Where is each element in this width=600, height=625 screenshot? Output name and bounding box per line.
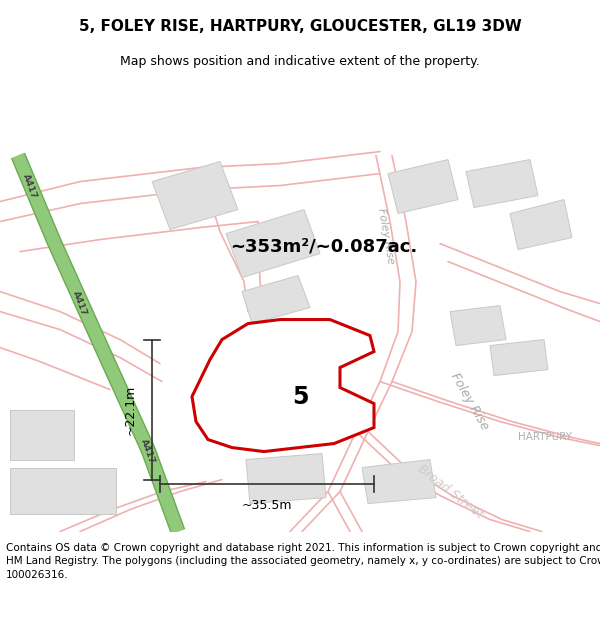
Polygon shape: [192, 319, 374, 451]
Polygon shape: [226, 209, 320, 278]
Polygon shape: [490, 339, 548, 376]
Polygon shape: [10, 468, 116, 514]
Polygon shape: [450, 306, 506, 346]
Text: Contains OS data © Crown copyright and database right 2021. This information is : Contains OS data © Crown copyright and d…: [6, 543, 600, 579]
Text: HARTPURY: HARTPURY: [518, 431, 572, 441]
Polygon shape: [510, 199, 572, 249]
Text: A417: A417: [71, 290, 89, 318]
Polygon shape: [10, 409, 74, 459]
Text: A417: A417: [22, 173, 38, 201]
Polygon shape: [388, 159, 458, 214]
Text: 5: 5: [292, 384, 308, 409]
Text: Map shows position and indicative extent of the property.: Map shows position and indicative extent…: [120, 56, 480, 68]
Polygon shape: [242, 276, 310, 324]
Polygon shape: [466, 159, 538, 208]
Text: ~353m²/~0.087ac.: ~353m²/~0.087ac.: [230, 238, 417, 256]
Text: ~35.5m: ~35.5m: [242, 499, 292, 512]
Polygon shape: [362, 459, 436, 504]
Text: 5, FOLEY RISE, HARTPURY, GLOUCESTER, GL19 3DW: 5, FOLEY RISE, HARTPURY, GLOUCESTER, GL1…: [79, 19, 521, 34]
Text: Broad Street: Broad Street: [415, 462, 485, 521]
Text: A417: A417: [139, 438, 157, 466]
Polygon shape: [246, 454, 326, 504]
Text: Foley Rise: Foley Rise: [448, 371, 491, 432]
Text: ~22.1m: ~22.1m: [124, 384, 137, 434]
Text: Foley Rise: Foley Rise: [376, 208, 396, 266]
Polygon shape: [152, 161, 238, 229]
